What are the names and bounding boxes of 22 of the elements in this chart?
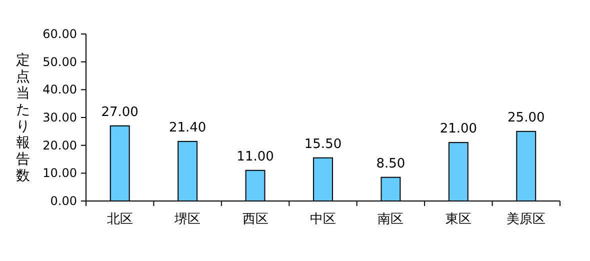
x-tick-label: 東区 — [445, 212, 472, 227]
y-tick-label: 30.00 — [42, 110, 77, 124]
y-tick-label: 20.00 — [42, 138, 77, 152]
y-tick-label: 10.00 — [42, 166, 77, 180]
data-label: 27.00 — [101, 104, 138, 120]
y-axis-title: 定点当たり報告数 — [16, 52, 30, 184]
data-label: 21.00 — [440, 122, 478, 137]
y-tick-label: 50.00 — [42, 54, 77, 69]
data-label: 8.50 — [376, 156, 406, 172]
data-label: 11.00 — [236, 149, 274, 164]
y-tick-label: 40.00 — [42, 82, 77, 97]
x-tick-label: 南区 — [378, 212, 404, 227]
x-tick-label: 西区 — [242, 212, 268, 227]
y-tick-label: 0.00 — [50, 194, 77, 208]
x-tick-label: 美原区 — [506, 211, 546, 227]
data-label: 25.00 — [508, 110, 545, 126]
x-tick-label: 中区 — [310, 212, 336, 227]
y-tick-label: 60.00 — [42, 27, 77, 41]
data-label: 21.40 — [168, 120, 206, 136]
data-label: 15.50 — [304, 136, 342, 152]
x-tick-label: 堺区 — [174, 212, 201, 227]
x-tick-label: 北区 — [106, 212, 133, 227]
